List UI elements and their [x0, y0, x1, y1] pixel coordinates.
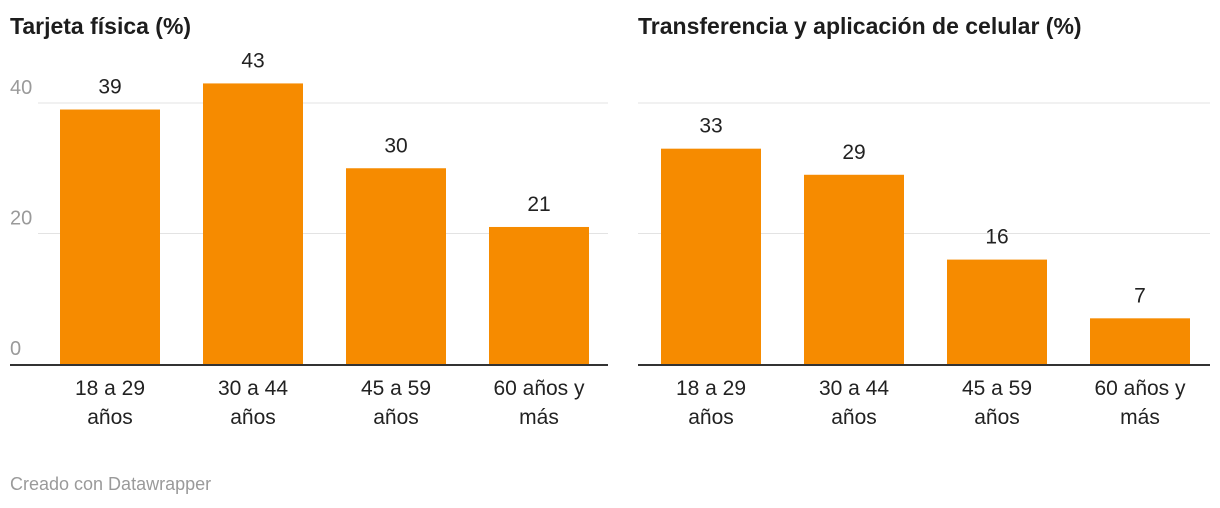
chart-title: Transferencia y aplicación de celular (%… [638, 13, 1082, 39]
x-tick-label: años [373, 406, 419, 429]
bar [60, 109, 160, 365]
x-tick-label: más [519, 406, 559, 429]
chart-title: Tarjeta física (%) [10, 13, 191, 39]
x-tick-label: 45 a 59 [962, 377, 1032, 400]
x-tick-label: años [974, 406, 1020, 429]
datawrapper-credit: Creado con Datawrapper [10, 474, 212, 494]
bar [346, 168, 446, 364]
x-tick-label: más [1120, 406, 1160, 429]
bar-value-label: 33 [699, 115, 722, 138]
bar-value-label: 30 [384, 134, 407, 157]
bar [804, 174, 904, 364]
chart-tarjeta-fisica: Tarjeta física (%) 0 20 40 39 18 a 29 años 43 30… [10, 13, 608, 429]
y-tick-label: 0 [10, 338, 21, 360]
bar-value-label: 16 [985, 226, 1008, 249]
bar [1090, 318, 1190, 364]
bar-value-label: 39 [98, 76, 121, 99]
bar-value-label: 7 [1134, 284, 1146, 307]
x-tick-label: años [230, 406, 276, 429]
x-tick-label: 45 a 59 [361, 377, 431, 400]
bar-value-label: 21 [527, 193, 550, 216]
x-tick-label: 30 a 44 [819, 377, 889, 400]
y-tick-label: 40 [10, 77, 32, 99]
x-tick-label: 18 a 29 [676, 377, 746, 400]
bar [489, 226, 589, 364]
bar-value-label: 43 [241, 49, 264, 72]
bar-value-label: 29 [842, 141, 865, 164]
bar [947, 259, 1047, 364]
bar [661, 148, 761, 364]
x-tick-label: 30 a 44 [218, 377, 288, 400]
x-tick-label: años [831, 406, 877, 429]
x-tick-label: 60 años y [1094, 377, 1186, 400]
x-tick-label: años [87, 406, 133, 429]
y-tick-label: 20 [10, 208, 32, 230]
chart-transferencia-aplicacion: Transferencia y aplicación de celular (%… [638, 13, 1210, 429]
x-tick-label: 18 a 29 [75, 377, 145, 400]
x-tick-label: años [688, 406, 734, 429]
bar [203, 83, 303, 365]
x-tick-label: 60 años y [493, 377, 585, 400]
